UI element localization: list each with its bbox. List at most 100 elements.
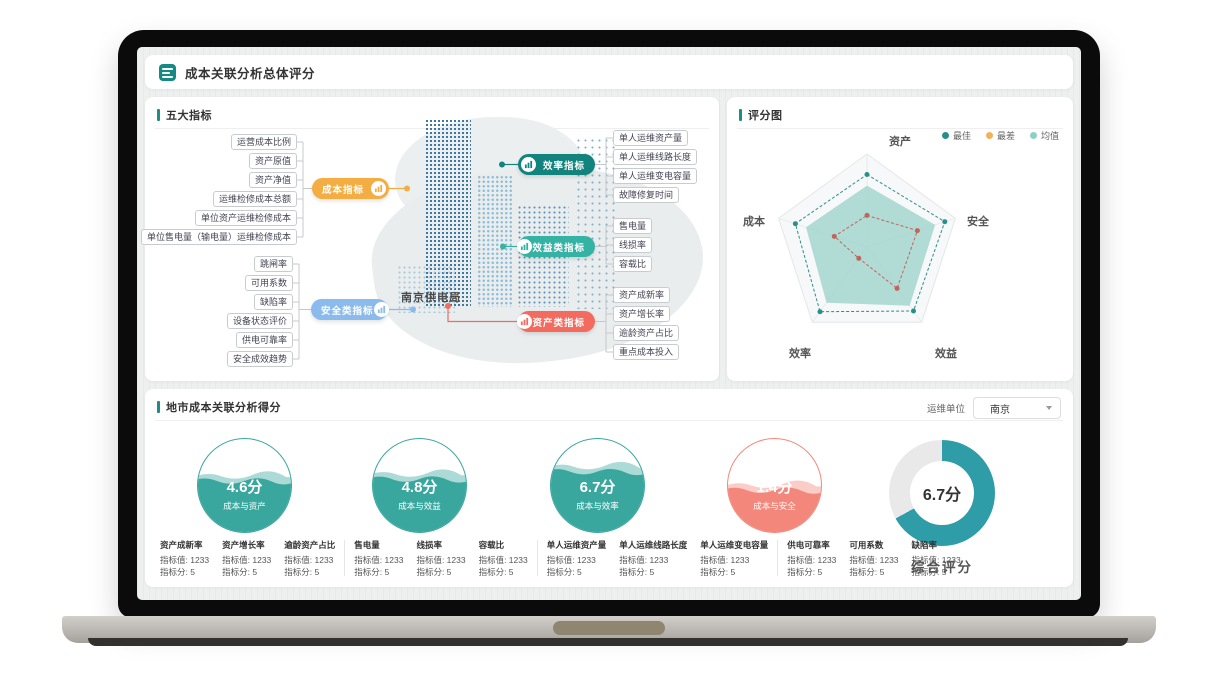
unit-select-value: 南京 [990, 404, 1010, 416]
gauge-label: 成本与效率 [576, 500, 619, 511]
unit-select[interactable]: 南京 [973, 397, 1061, 419]
gauge-score: 6.7分 [579, 478, 616, 496]
gauge-label: 成本与安全 [753, 500, 796, 511]
metric-label: 单人运维线路长度 [613, 149, 698, 165]
stat-column: 线损率 指标值: 1233 指标分: 5 [416, 540, 466, 577]
bar-chart-icon [373, 302, 389, 317]
indicator-node-safety: 安全类指标 [311, 299, 389, 320]
metric-label: 逾龄资产占比 [613, 325, 680, 341]
radar-axis-benefit: 效益 [935, 348, 957, 360]
metric-label: 设备状态评价 [226, 313, 293, 329]
radar-axis-cost: 成本 [743, 216, 765, 228]
divider [737, 128, 1063, 129]
divider [155, 420, 1063, 421]
app-logo-icon [159, 63, 176, 81]
indicator-node-cost: 成本指标 [312, 178, 389, 199]
liquid-gauge: 1.4分 成本与安全 [727, 438, 822, 533]
liquid-gauge: 4.6分 成本与资产 [197, 438, 292, 533]
liquid-gauge: 6.7分 成本与效率 [550, 438, 645, 533]
radar-axis-efficiency: 效率 [789, 348, 811, 360]
radar-axis-asset: 资产 [889, 136, 911, 148]
metric-label: 资产净值 [248, 172, 297, 188]
panel-score-radar: 评分图 最佳 最差 均值 资产 安全 效益 效率 成本 [727, 97, 1073, 381]
metric-label: 资产增长率 [613, 306, 671, 322]
indicator-node-asset: 资产类指标 [517, 311, 595, 332]
stat-column: 单人运维线路长度 指标值: 1233 指标分: 5 [619, 540, 688, 577]
metric-label: 单位资产运维检修成本 [194, 210, 297, 226]
donut-chart: 6.7分 [889, 440, 995, 546]
title-marker [157, 401, 160, 413]
panel-city-scores: 地市成本关联分析得分 运维单位 南京 [145, 389, 1073, 587]
laptop-bezel: 成本关联分析总体评分 五大指标 [118, 30, 1100, 618]
stat-column: 缺陷率 指标值: 1233 指标分: 5 [911, 540, 961, 577]
metric-label: 单人运维资产量 [613, 130, 689, 146]
panel-title-city-scores: 地市成本关联分析得分 [157, 399, 281, 415]
stat-column: 容载比 指标值: 1233 指标分: 5 [478, 540, 528, 577]
metric-label: 可用系数 [244, 275, 293, 291]
legend-item[interactable]: 最差 [985, 129, 1015, 142]
bar-chart-icon [371, 181, 386, 196]
radar-legend: 最佳 最差 均值 [927, 129, 1059, 142]
gauge-label: 成本与资产 [223, 500, 266, 511]
metric-label: 线损率 [613, 237, 653, 253]
liquid-wave [551, 461, 644, 532]
divider [344, 540, 346, 576]
laptop-base-edge [88, 638, 1128, 646]
comprehensive-score: 6.7分 综合评分 [889, 440, 995, 576]
metric-label: 运维检修成本总额 [212, 191, 297, 207]
bar-chart-icon [517, 239, 533, 254]
radar-axis-safety: 安全 [967, 216, 989, 228]
indicator-mindmap: 运营成本比例 资产原值 资产净值 运维检修成本总额 单位资产运维检修成本 单位售电量（输电… [140, 97, 719, 382]
metric-label: 故障修复时间 [613, 187, 680, 203]
panel-title-radar: 评分图 [739, 107, 783, 123]
legend-item[interactable]: 均值 [1029, 129, 1059, 142]
chevron-down-icon [1046, 406, 1052, 410]
page-title: 成本关联分析总体评分 [185, 66, 316, 81]
legend-item[interactable]: 最佳 [941, 129, 971, 142]
metric-label: 运营成本比例 [230, 134, 297, 150]
app-header: 成本关联分析总体评分 [145, 55, 1073, 89]
stat-column: 单人运维变电容量 指标值: 1233 指标分: 5 [700, 540, 769, 577]
stat-column: 售电量 指标值: 1233 指标分: 5 [354, 540, 404, 577]
stat-column: 单人运维资产量 指标值: 1233 指标分: 5 [546, 540, 607, 577]
metric-label: 重点成本投入 [613, 344, 680, 360]
indicator-node-benefit: 效益类指标 [517, 236, 595, 257]
dashboard-screen: 成本关联分析总体评分 五大指标 [137, 47, 1081, 600]
gauge-score: 4.6分 [226, 478, 263, 496]
gauge-label: 成本与效益 [398, 500, 441, 511]
title-marker [157, 109, 160, 121]
metric-label: 单位售电量（输电量）运维检修成本 [140, 229, 297, 245]
stat-column: 逾龄资产占比 指标值: 1233 指标分: 5 [284, 540, 336, 577]
liquid-wave [373, 469, 466, 532]
metric-label: 售电量 [613, 218, 653, 234]
metric-label: 缺陷率 [253, 294, 293, 310]
metric-label: 容载比 [613, 256, 653, 272]
donut-label: 综合评分 [911, 560, 973, 575]
stat-column: 资产成新率 指标值: 1233 指标分: 5 [160, 540, 210, 577]
unit-filter-label: 运维单位 [926, 404, 965, 415]
bar-chart-icon [521, 157, 536, 172]
liquid-wave [728, 480, 821, 532]
metric-label: 资产成新率 [613, 287, 671, 303]
bar-chart-icon [517, 314, 533, 329]
metric-label: 跳闸率 [253, 256, 293, 272]
stat-column: 可用系数 指标值: 1233 指标分: 5 [849, 540, 899, 577]
liquid-gauge: 4.8分 成本与效益 [372, 438, 467, 533]
radar-chart [778, 153, 956, 323]
laptop-base-notch [553, 621, 665, 635]
divider [777, 540, 779, 576]
title-marker [739, 109, 742, 121]
stats-row: 资产成新率 指标值: 1233 指标分: 5 资产增长率 指标值: 1233 指… [160, 539, 961, 578]
liquid-wave [198, 471, 291, 532]
panel-five-indicators: 五大指标 [140, 97, 719, 382]
gauge-score: 1.4分 [756, 478, 793, 496]
metric-label: 单人运维变电容量 [613, 168, 698, 184]
donut-score: 6.7分 [922, 487, 962, 504]
metric-label: 供电可靠率 [235, 332, 293, 348]
divider [536, 540, 538, 576]
city-name-label: 南京供电局 [401, 292, 461, 304]
metric-label: 安全成效趋势 [226, 351, 293, 367]
stat-column: 供电可靠率 指标值: 1233 指标分: 5 [787, 540, 837, 577]
connector-lines [293, 137, 613, 360]
